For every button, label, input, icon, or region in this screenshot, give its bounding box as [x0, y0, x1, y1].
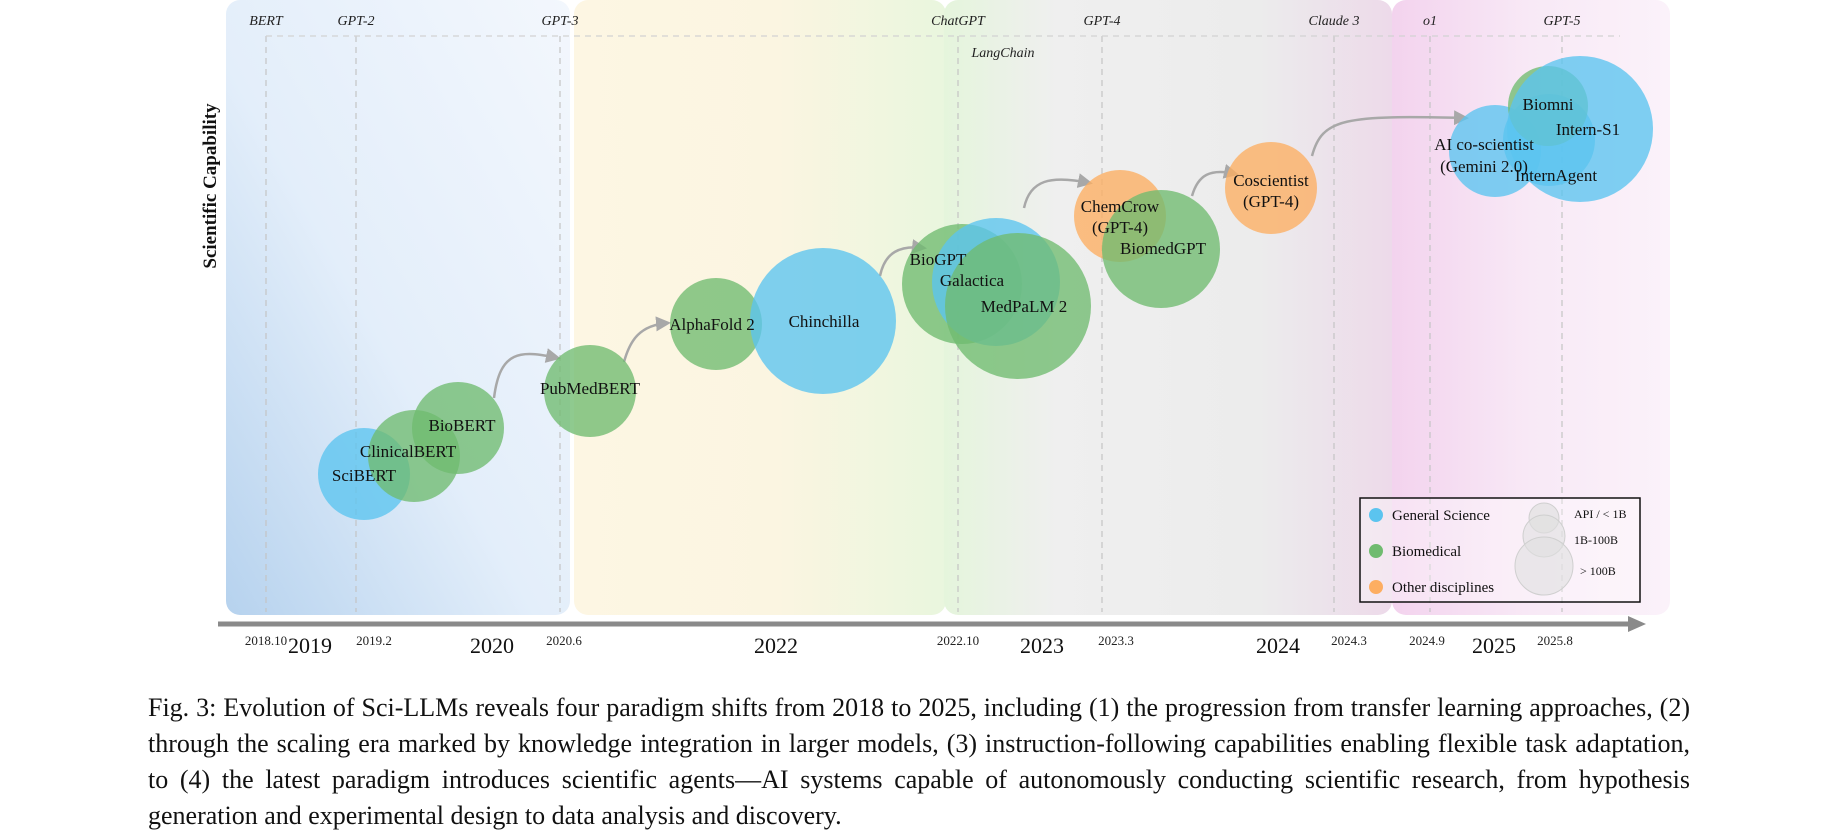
milestone-o1: o1 — [1423, 14, 1437, 29]
year-2020: 2020 — [470, 633, 514, 658]
bubble-chinchilla — [750, 248, 896, 394]
label-scibert: SciBERT — [332, 466, 397, 485]
label-clinicalbert: ClinicalBERT — [360, 442, 457, 461]
label-coscientist-gpt-4: Coscientist (GPT-4) — [1233, 171, 1309, 211]
arrow-2 — [622, 316, 671, 363]
milestone-claude-3: Claude 3 — [1309, 14, 1360, 29]
legend-box — [1359, 497, 1641, 603]
date-2018-10: 2018.10 — [245, 633, 287, 648]
label-pubmedbert: PubMedBERT — [540, 379, 641, 398]
label-galactica: Galactica — [940, 271, 1005, 290]
time-axis — [218, 616, 1646, 632]
legend-label-biomedical: Biomedical — [1392, 544, 1461, 560]
label-ai-co-scientist-gemini-2-0: AI co-scientist (Gemini 2.0) — [1434, 135, 1534, 176]
date-2025-8: 2025.8 — [1537, 633, 1573, 648]
date-2019-2: 2019.2 — [356, 633, 392, 648]
milestone-gpt-4: GPT-4 — [1083, 14, 1120, 29]
label-alphafold-2: AlphaFold 2 — [669, 315, 754, 334]
milestone-gpt-3: GPT-3 — [541, 14, 578, 29]
bubble-alphafold-2 — [670, 278, 762, 370]
size-label-medium: 1B-100B — [1574, 533, 1618, 547]
bubble-medpalm-2 — [945, 233, 1091, 379]
year-2024: 2024 — [1256, 633, 1300, 658]
label-biobert: BioBERT — [429, 416, 497, 435]
legend-dot-general — [1369, 508, 1383, 522]
year-2019: 2019 — [288, 633, 332, 658]
milestone-langchain: LangChain — [970, 46, 1034, 61]
model-bubbles — [318, 56, 1653, 520]
milestone-bert: BERT — [249, 14, 284, 29]
date-2024-9: 2024.9 — [1409, 633, 1445, 648]
date-2022-10: 2022.10 — [937, 633, 979, 648]
bubble-biobert — [412, 382, 504, 474]
milestone-chatgpt: ChatGPT — [931, 14, 986, 29]
bubble-biomedgpt — [1102, 190, 1220, 308]
milestone-labels: BERT GPT-2 GPT-3 ChatGPT LangChain GPT-4 Claud… — [249, 14, 1580, 61]
evolution-figure: BERT GPT-2 GPT-3 ChatGPT LangChain GPT-4 Claud… — [200, 0, 1670, 658]
date-2020-6: 2020.6 — [546, 633, 582, 648]
bubble-pubmedbert — [544, 345, 636, 437]
legend: General Science Biomedical Other disciplin… — [1359, 497, 1641, 603]
model-labels: SciBERT ClinicalBERT BioBERT PubMedBERT Alph… — [332, 95, 1620, 485]
size-label-small: API / < 1B — [1574, 507, 1626, 521]
legend-dot-biomedical — [1369, 544, 1383, 558]
date-tick-labels: 2018.10 2019.2 2020.6 2022.10 2023.3 2024.3 20… — [245, 633, 1573, 648]
figure-caption: Fig. 3: Evolution of Sci-LLMs reveals fo… — [148, 693, 1690, 830]
legend-label-general: General Science — [1392, 508, 1490, 524]
milestone-gpt-2: GPT-2 — [337, 14, 374, 29]
year-2025: 2025 — [1472, 633, 1516, 658]
label-intern-s1: Intern-S1 — [1556, 120, 1620, 139]
label-chinchilla: Chinchilla — [789, 312, 860, 331]
label-medpalm-2: MedPaLM 2 — [981, 297, 1067, 316]
label-internagent: InternAgent — [1515, 166, 1597, 185]
label-biogpt: BioGPT — [910, 250, 967, 269]
arrow-6 — [1310, 110, 1469, 157]
progress-arrows — [492, 110, 1469, 399]
era-transfer-learning — [226, 0, 570, 615]
label-biomni: Biomni — [1522, 95, 1573, 114]
size-circle-large — [1514, 536, 1574, 596]
size-label-large: > 100B — [1580, 564, 1616, 578]
date-2024-3: 2024.3 — [1331, 633, 1367, 648]
bubble-intern-s1 — [1507, 56, 1653, 202]
year-2022: 2022 — [754, 633, 798, 658]
year-labels: 2019 2020 2022 2023 2024 2025 — [288, 633, 1516, 658]
milestone-gpt-5: GPT-5 — [1543, 14, 1580, 29]
label-chemcrow-gpt-4: ChemCrow (GPT-4) — [1081, 197, 1160, 237]
year-2023: 2023 — [1020, 633, 1064, 658]
legend-dot-other — [1369, 580, 1383, 594]
arrow-1 — [492, 348, 561, 399]
label-biomedgpt: BiomedGPT — [1120, 239, 1207, 258]
y-axis-label: Scientific Capability — [200, 103, 221, 269]
legend-label-other: Other disciplines — [1392, 580, 1494, 596]
arrow-4 — [1022, 173, 1093, 209]
time-axis-arrowhead — [1628, 616, 1646, 632]
bubble-coscientist-gpt-4 — [1225, 142, 1317, 234]
date-2023-3: 2023.3 — [1098, 633, 1134, 648]
